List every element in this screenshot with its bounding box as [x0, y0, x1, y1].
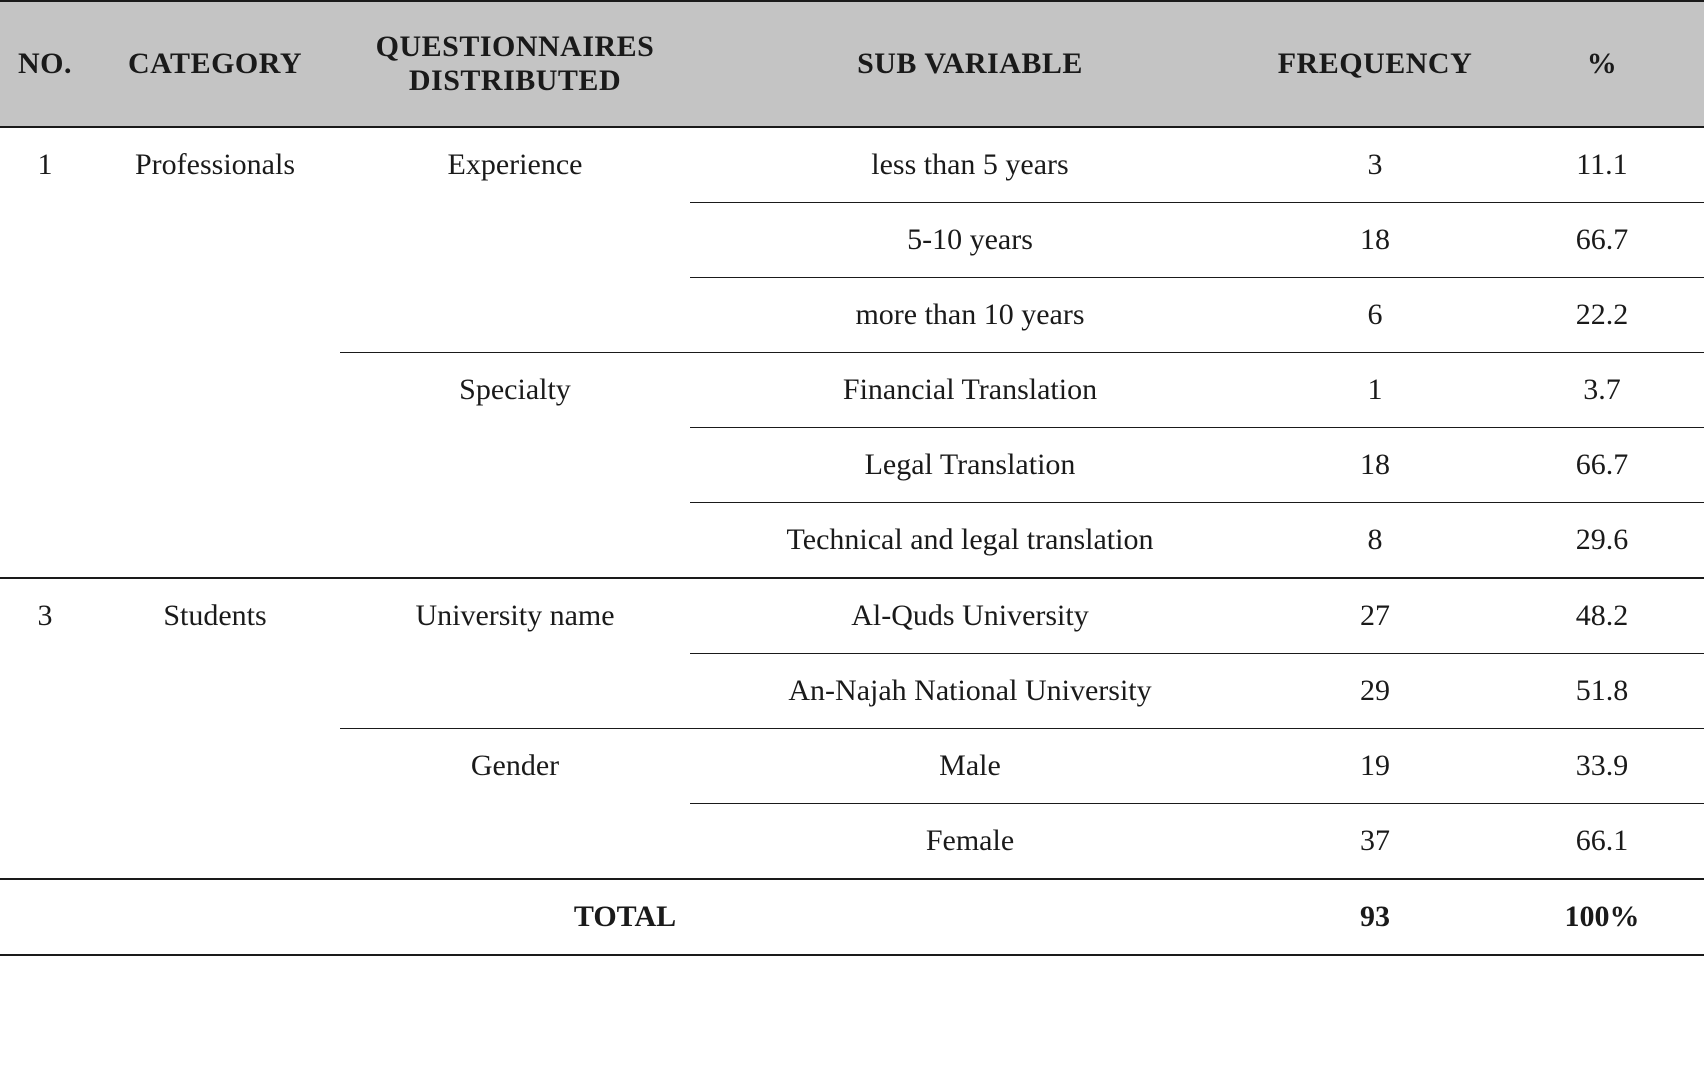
cell-freq: 37: [1250, 804, 1500, 880]
data-table: NO. CATEGORY QUESTIONNAIRES DISTRIBUTED …: [0, 0, 1704, 956]
cell-sub: Male: [690, 729, 1250, 804]
cell-freq: 18: [1250, 203, 1500, 278]
cell-pct: 66.7: [1500, 203, 1704, 278]
cell-sub: more than 10 years: [690, 278, 1250, 353]
table-row: Gender Male 19 33.9: [0, 729, 1704, 804]
table-row: more than 10 years 6 22.2: [0, 278, 1704, 353]
cell-pct: 22.2: [1500, 278, 1704, 353]
total-freq: 93: [1250, 879, 1500, 955]
table-row: 5-10 years 18 66.7: [0, 203, 1704, 278]
table-row: Specialty Financial Translation 1 3.7: [0, 353, 1704, 428]
cell-pct: 51.8: [1500, 654, 1704, 729]
cell-sub: Technical and legal translation: [690, 503, 1250, 579]
cell-no: 1: [0, 127, 90, 203]
col-header-sub: SUB VARIABLE: [690, 1, 1250, 127]
cell-qd: Experience: [340, 127, 690, 203]
cell-freq: 3: [1250, 127, 1500, 203]
cell-category: Students: [90, 578, 340, 654]
cell-pct: 66.7: [1500, 428, 1704, 503]
cell-freq: 8: [1250, 503, 1500, 579]
col-header-frequency: FREQUENCY: [1250, 1, 1500, 127]
col-header-no: NO.: [0, 1, 90, 127]
total-pct: 100%: [1500, 879, 1704, 955]
table-row: An-Najah National University 29 51.8: [0, 654, 1704, 729]
cell-freq: 1: [1250, 353, 1500, 428]
cell-sub: 5-10 years: [690, 203, 1250, 278]
cell-freq: 18: [1250, 428, 1500, 503]
cell-no: 3: [0, 578, 90, 654]
cell-pct: 11.1: [1500, 127, 1704, 203]
cell-pct: 29.6: [1500, 503, 1704, 579]
table-row: Technical and legal translation 8 29.6: [0, 503, 1704, 579]
table-row: 3 Students University name Al-Quds Unive…: [0, 578, 1704, 654]
table-row: Female 37 66.1: [0, 804, 1704, 880]
table-body: 1 Professionals Experience less than 5 y…: [0, 127, 1704, 955]
cell-qd: Specialty: [340, 353, 690, 428]
total-label: TOTAL: [0, 879, 1250, 955]
cell-qd: Gender: [340, 729, 690, 804]
cell-sub: Financial Translation: [690, 353, 1250, 428]
cell-freq: 29: [1250, 654, 1500, 729]
questionnaire-distribution-table: NO. CATEGORY QUESTIONNAIRES DISTRIBUTED …: [0, 0, 1704, 1076]
cell-sub: Legal Translation: [690, 428, 1250, 503]
cell-qd: University name: [340, 578, 690, 654]
cell-category: Professionals: [90, 127, 340, 203]
col-header-qd: QUESTIONNAIRES DISTRIBUTED: [340, 1, 690, 127]
cell-pct: 48.2: [1500, 578, 1704, 654]
table-header: NO. CATEGORY QUESTIONNAIRES DISTRIBUTED …: [0, 1, 1704, 127]
cell-pct: 33.9: [1500, 729, 1704, 804]
cell-sub: Female: [690, 804, 1250, 880]
cell-freq: 19: [1250, 729, 1500, 804]
cell-freq: 6: [1250, 278, 1500, 353]
col-header-category: CATEGORY: [90, 1, 340, 127]
cell-sub: Al-Quds University: [690, 578, 1250, 654]
total-row: TOTAL 93 100%: [0, 879, 1704, 955]
cell-sub: less than 5 years: [690, 127, 1250, 203]
col-header-percent: %: [1500, 1, 1704, 127]
cell-pct: 66.1: [1500, 804, 1704, 880]
table-row: Legal Translation 18 66.7: [0, 428, 1704, 503]
cell-pct: 3.7: [1500, 353, 1704, 428]
cell-freq: 27: [1250, 578, 1500, 654]
table-row: 1 Professionals Experience less than 5 y…: [0, 127, 1704, 203]
cell-sub: An-Najah National University: [690, 654, 1250, 729]
